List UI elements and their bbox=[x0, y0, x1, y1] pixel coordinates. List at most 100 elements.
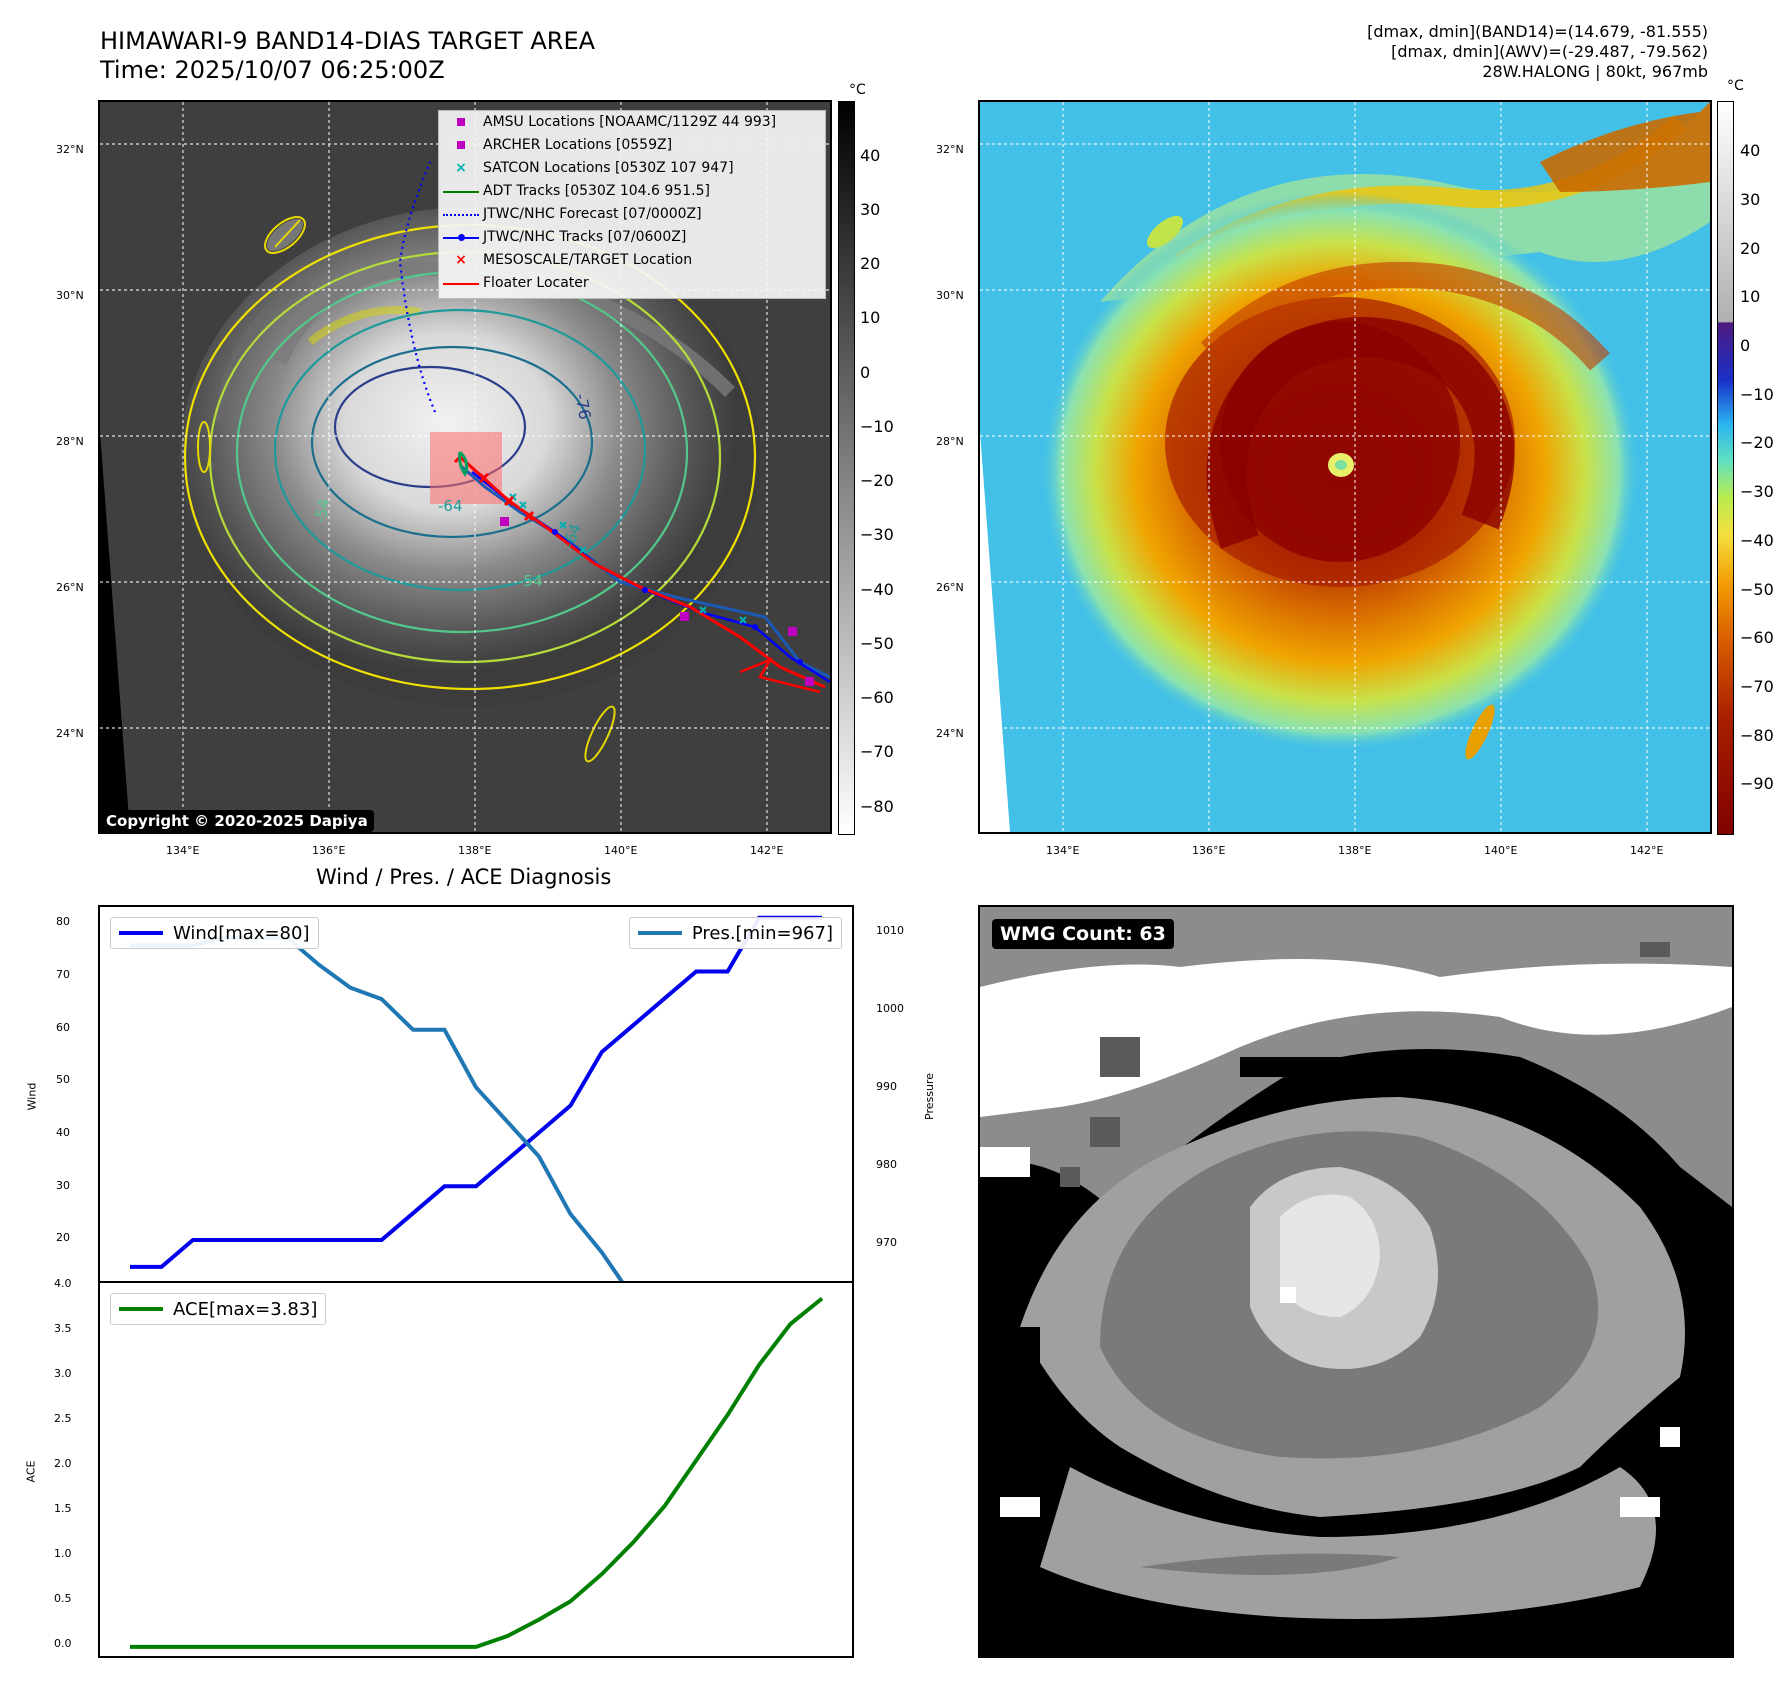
x-marker-icon: × bbox=[455, 160, 467, 176]
lon-tick: 134°E bbox=[166, 844, 200, 857]
color-ir-map[interactable] bbox=[978, 100, 1712, 834]
square-marker-icon bbox=[439, 134, 483, 157]
lat-tick: 28°N bbox=[56, 435, 84, 448]
pressure-tick: 990 bbox=[876, 1080, 897, 1093]
colorbar-tick: −90 bbox=[1740, 774, 1774, 793]
line-marker-icon bbox=[439, 180, 483, 203]
line-marker-icon bbox=[119, 1307, 163, 1311]
colorbar-tick: 0 bbox=[860, 363, 871, 382]
pressure-tick: 1010 bbox=[876, 924, 904, 937]
legend-item-satcon: × SATCON Locations [0530Z 107 947] bbox=[439, 157, 825, 180]
ace-tick: 3.0 bbox=[54, 1367, 72, 1380]
pressure-tick: 1000 bbox=[876, 1002, 904, 1015]
legend-item-target: × MESOSCALE/TARGET Location bbox=[439, 249, 825, 272]
legend-label: JTWC/NHC Forecast [07/0000Z] bbox=[483, 206, 702, 222]
legend-label: AMSU Locations [NOAAMC/1129Z 44 993] bbox=[483, 114, 777, 130]
lon-tick: 138°E bbox=[1338, 844, 1372, 857]
wind-tick: 60 bbox=[56, 1021, 70, 1034]
lon-tick: 140°E bbox=[1484, 844, 1518, 857]
colorbar-tick: 0 bbox=[1740, 336, 1751, 355]
ace-axis-label: ACE bbox=[24, 1460, 38, 1483]
wind-tick: 70 bbox=[56, 968, 70, 981]
ace-tick: 2.0 bbox=[54, 1457, 72, 1470]
legend-item-forecast: JTWC/NHC Forecast [07/0000Z] bbox=[439, 203, 825, 226]
legend-label: Pres.[min=967] bbox=[691, 922, 833, 944]
ace-tick: 3.5 bbox=[54, 1322, 72, 1335]
colorbar-tick: −60 bbox=[860, 688, 894, 707]
colorbar-tick: −10 bbox=[860, 417, 894, 436]
ace-plot[interactable]: ACE[max=3.83] bbox=[98, 1281, 854, 1658]
line-marker-icon bbox=[637, 931, 682, 935]
lat-tick: 32°N bbox=[936, 143, 964, 156]
chart-time: Time: 2025/10/07 06:25:00Z bbox=[100, 56, 445, 84]
wind-tick: 80 bbox=[56, 915, 70, 928]
legend-item-archer: ARCHER Locations [0559Z] bbox=[439, 134, 825, 157]
lat-tick: 30°N bbox=[56, 289, 84, 302]
pressure-legend: Pres.[min=967] bbox=[628, 917, 842, 949]
wind-pressure-plot[interactable]: Wind[max=80] Pres.[min=967] bbox=[98, 905, 854, 1285]
lat-tick: 30°N bbox=[936, 289, 964, 302]
x-marker-icon: × bbox=[455, 252, 467, 268]
legend-item-adt: ADT Tracks [0530Z 104.6 951.5] bbox=[439, 180, 825, 203]
colorbar-tick: 40 bbox=[860, 146, 881, 165]
info-awv: [dmax, dmin](AWV)=(-29.487, -79.562) bbox=[1391, 42, 1708, 61]
colorbar-tick: −40 bbox=[860, 580, 894, 599]
ace-tick: 0.5 bbox=[54, 1592, 72, 1605]
wind-pressure-svg bbox=[130, 915, 822, 1283]
lat-tick: 32°N bbox=[56, 143, 84, 156]
ace-tick: 0.0 bbox=[54, 1637, 72, 1650]
colorbar-tick: −30 bbox=[860, 525, 894, 544]
lon-tick: 142°E bbox=[1630, 844, 1664, 857]
chart-title: HIMAWARI-9 BAND14-DIAS TARGET AREA bbox=[100, 27, 596, 55]
colorbar-tick: −80 bbox=[1740, 726, 1774, 745]
colorbar-tick: 20 bbox=[1740, 239, 1761, 258]
line-marker-icon bbox=[439, 272, 483, 295]
colorbar-tick: 40 bbox=[1740, 141, 1761, 160]
wind-legend: Wind[max=80] bbox=[110, 917, 319, 949]
ace-series-line bbox=[130, 1296, 824, 1649]
dotted-line-icon bbox=[439, 203, 483, 226]
copyright-badge: Copyright © 2020-2025 Dapiya bbox=[100, 810, 374, 832]
lat-tick: 26°N bbox=[56, 581, 84, 594]
lon-tick: 136°E bbox=[1192, 844, 1226, 857]
colorbar-tick: −30 bbox=[1740, 482, 1774, 501]
legend-label: ADT Tracks [0530Z 104.6 951.5] bbox=[483, 183, 710, 199]
legend-item-floater: Floater Locater bbox=[439, 272, 825, 295]
wind-tick: 40 bbox=[56, 1126, 70, 1139]
legend-label: Floater Locater bbox=[483, 275, 589, 291]
colorbar-tick: −70 bbox=[860, 742, 894, 761]
colorbar-tick: −70 bbox=[1740, 677, 1774, 696]
diagnosis-title: Wind / Pres. / ACE Diagnosis bbox=[316, 865, 612, 889]
contour-label: -64 bbox=[438, 497, 463, 515]
colorbar-tick: 10 bbox=[860, 308, 881, 327]
pressure-tick: 980 bbox=[876, 1158, 897, 1171]
legend-item-jtwc-tracks: JTWC/NHC Tracks [07/0600Z] bbox=[439, 226, 825, 249]
colorbar-unit: °C bbox=[849, 82, 866, 98]
colorbar-tick: −60 bbox=[1740, 628, 1774, 647]
colorbar-tick: 30 bbox=[1740, 190, 1761, 209]
ir-track-map[interactable]: -76 -64 -64 -54 -54 AMSU Locations [NOAA… bbox=[98, 100, 832, 834]
colorbar-tick: 10 bbox=[1740, 287, 1761, 306]
colorbar-tick: −20 bbox=[860, 471, 894, 490]
lon-tick: 142°E bbox=[750, 844, 784, 857]
ace-tick: 1.0 bbox=[54, 1547, 72, 1560]
colorbar-unit: °C bbox=[1727, 78, 1744, 94]
lat-tick: 24°N bbox=[936, 727, 964, 740]
info-storm: 28W.HALONG | 80kt, 967mb bbox=[1482, 62, 1708, 81]
wind-axis-label: Wind bbox=[25, 1082, 39, 1111]
lon-tick: 134°E bbox=[1046, 844, 1080, 857]
colorbar-tick: −40 bbox=[1740, 531, 1774, 550]
color-ir-map-svg bbox=[980, 102, 1710, 832]
legend-label: MESOSCALE/TARGET Location bbox=[483, 252, 693, 268]
line-dot-marker-icon bbox=[439, 226, 483, 249]
legend-label: JTWC/NHC Tracks [07/0600Z] bbox=[483, 229, 687, 245]
info-band14: [dmax, dmin](BAND14)=(14.679, -81.555) bbox=[1367, 22, 1708, 41]
lat-tick: 28°N bbox=[936, 435, 964, 448]
colorbar-tick: −50 bbox=[860, 634, 894, 653]
lat-tick: 26°N bbox=[936, 581, 964, 594]
wind-series-line bbox=[130, 915, 822, 1269]
lon-tick: 140°E bbox=[604, 844, 638, 857]
line-marker-icon bbox=[119, 931, 163, 935]
wmg-plot[interactable]: WMG Count: 63 bbox=[978, 905, 1734, 1658]
grayscale-colorbar bbox=[838, 101, 855, 835]
